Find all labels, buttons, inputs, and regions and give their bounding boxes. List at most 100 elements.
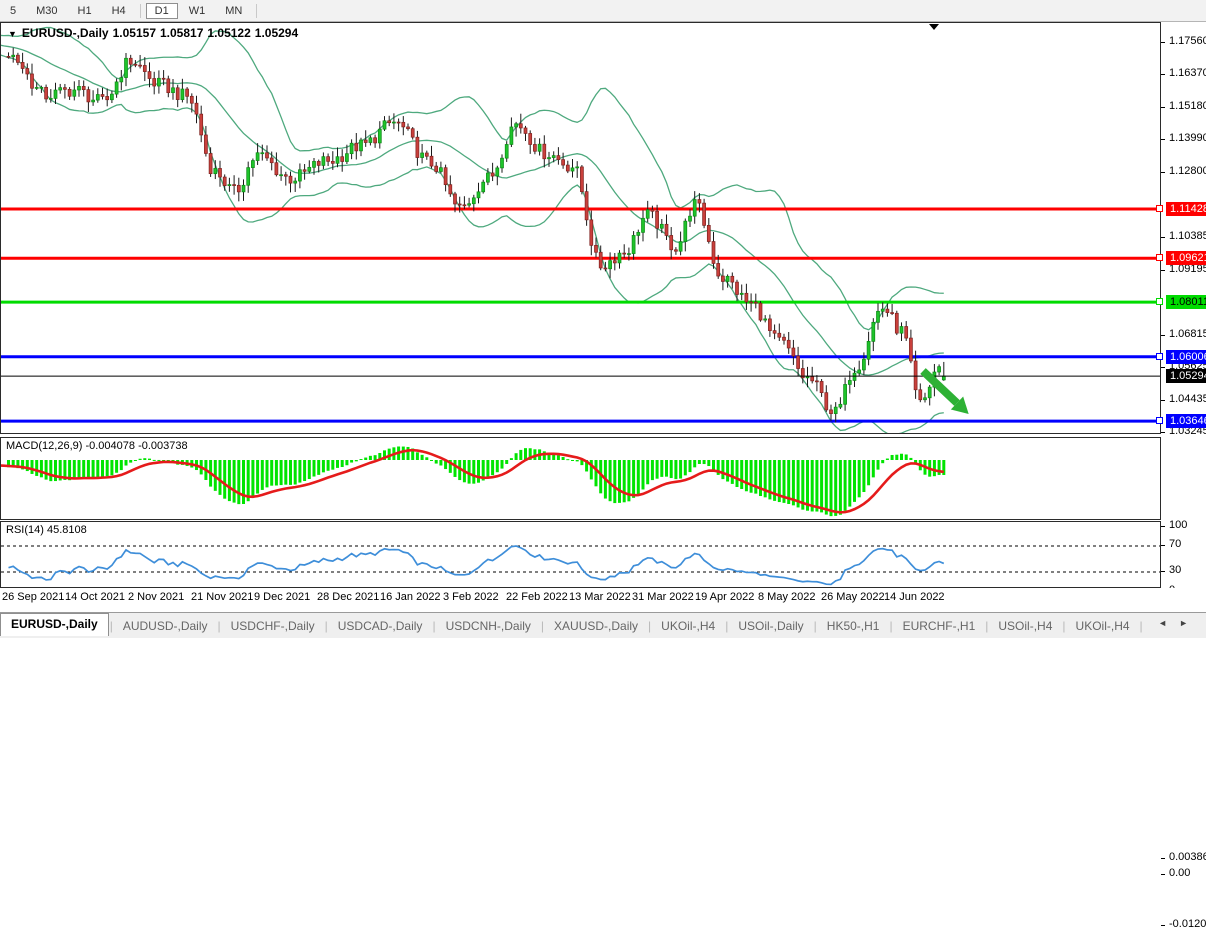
rsi-label: RSI(14) 45.8108 [6, 524, 87, 536]
price-tick-label: 1.16370 [1169, 67, 1206, 80]
macd-indicator-panel[interactable]: MACD(12,26,9) -0.004078 -0.003738 [0, 437, 1161, 520]
ohlc-low: 1.05122 [207, 26, 251, 40]
main-chart-panel[interactable]: ▼ EURUSD-,Daily 1.05157 1.05817 1.05122 1.052… [0, 22, 1161, 434]
rsi-indicator-panel[interactable]: RSI(14) 45.8108 [0, 521, 1161, 588]
axis-tick-mark [1161, 924, 1165, 926]
tab-separator: | [889, 618, 893, 633]
axis-tick-mark [1161, 431, 1165, 433]
rsi-tick-label: 100 [1169, 518, 1188, 531]
date-label: 3 Feb 2022 [443, 591, 499, 603]
ohlc-high: 1.05817 [160, 26, 204, 40]
axis-tick-mark [1161, 857, 1165, 859]
axis-tick-mark [1161, 367, 1165, 369]
price-line-label-1.11428: 1.11428 [1166, 202, 1206, 217]
price-tick-label: 1.17560 [1169, 35, 1206, 47]
date-label: 16 Jan 2022 [380, 591, 441, 603]
tab-scroll-right-icon[interactable]: ► [1179, 618, 1200, 628]
line-anchor-square[interactable] [1156, 417, 1163, 425]
candlestick-chart [1, 24, 1160, 433]
chart-symbol: EURUSD-,Daily [21, 26, 109, 40]
tab-separator: | [725, 618, 729, 633]
chart-tab-ukoil-h4[interactable]: UKOil-,H4 [661, 618, 716, 633]
timeframe-button-w1[interactable]: W1 [188, 4, 206, 17]
price-line-label-1.06006: 1.06006 [1166, 349, 1206, 364]
timeframe-button-mn[interactable]: MN [225, 4, 243, 17]
rsi-tick-label: 30 [1169, 564, 1182, 576]
chart-tab-usdchf-daily[interactable]: USDCHF-,Daily [230, 618, 315, 633]
tab-separator: | [540, 618, 545, 633]
tab-separator: | [1062, 618, 1066, 633]
date-label: 26 May 2022 [821, 591, 885, 603]
macd-signal-line [1, 448, 945, 514]
price-tick-label: 1.13990 [1169, 132, 1206, 145]
price-tick-label: 1.15180 [1169, 99, 1206, 112]
tab-separator: | [648, 618, 652, 633]
timeframe-button-h4[interactable]: H4 [111, 4, 126, 17]
price-tick-label: 1.10385 [1169, 230, 1206, 243]
price-tick-label: 1.04435 [1169, 392, 1206, 405]
axis-tick-mark [1161, 545, 1165, 546]
date-label: 14 Jun 2022 [884, 591, 945, 603]
chart-tab-usdcnh-daily[interactable]: USDCNH-,Daily [445, 618, 531, 633]
toolbar-separator [256, 3, 258, 18]
date-label: 14 Oct 2021 [65, 591, 125, 603]
chart-tab-hk50-h1[interactable]: HK50-,H1 [826, 618, 880, 633]
macd-tick-label: 0.003865 [1169, 850, 1206, 863]
ohlc-open: 1.05157 [112, 26, 156, 40]
tab-separator: | [109, 618, 113, 633]
chart-tab-usdcad-daily[interactable]: USDCAD-,Daily [337, 618, 423, 633]
collapse-triangle-icon[interactable]: ▼ [8, 29, 17, 39]
macd-tick-label: 0.00 [1169, 867, 1191, 879]
axis-tick-mark [1161, 571, 1165, 572]
macd-histogram [7, 446, 946, 517]
chart-tab-usoil-daily[interactable]: USOil-,Daily [738, 618, 804, 633]
axis-tick-mark [1161, 874, 1165, 875]
tab-separator: | [217, 618, 221, 633]
timeframe-button-5[interactable]: 5 [10, 4, 17, 17]
axis-tick-mark [1161, 42, 1165, 43]
chart-tab-usoil-h4[interactable]: USOil-,H4 [998, 618, 1053, 633]
chart-tab-bar: EURUSD-,Daily | AUDUSD-,Daily | USDCHF-,Dail… [0, 612, 1206, 638]
line-anchor-square[interactable] [1156, 352, 1163, 360]
price-line-label-1.08011: 1.08011 [1166, 295, 1206, 310]
tab-separator: | [985, 618, 989, 633]
axis-tick-mark [1161, 106, 1165, 108]
axis-tick-mark [1161, 237, 1165, 239]
line-anchor-square[interactable] [1156, 298, 1163, 306]
chart-tab-xauusd-daily[interactable]: XAUUSD-,Daily [554, 618, 639, 633]
axis-tick-mark [1161, 269, 1165, 271]
chart-tab-eurchf-h1[interactable]: EURCHF-,H1 [902, 618, 976, 633]
rsi-tick-label: 70 [1169, 538, 1182, 550]
trend-arrow-shaft[interactable] [920, 368, 960, 406]
date-label: 31 Mar 2022 [632, 591, 694, 603]
timeframe-button-h1[interactable]: H1 [77, 4, 92, 17]
chart-tab-ukoil-h4[interactable]: UKOil-,H4 [1075, 618, 1130, 633]
price-axis: 1.17560 1.16370 1.15180 1.13990 1.12800 1.103… [1156, 22, 1206, 930]
timeframe-button-m30[interactable]: M30 [36, 4, 58, 17]
line-anchor-square[interactable] [1156, 205, 1163, 213]
price-line-label-1.03646: 1.03646 [1166, 414, 1206, 429]
axis-tick-mark [1161, 74, 1165, 76]
date-label: 8 May 2022 [758, 591, 816, 603]
price-tick-label: 1.12800 [1169, 164, 1206, 177]
toolbar-separator [139, 3, 141, 18]
price-line-label-1.09621: 1.09621 [1166, 251, 1206, 266]
axis-tick-mark [1161, 399, 1165, 401]
date-label: 21 Nov 2021 [191, 591, 254, 603]
axis-tick-mark [1161, 139, 1165, 141]
bollinger-middle-line [1, 44, 944, 376]
tab-scroll-left-icon[interactable]: ◄ [1158, 618, 1180, 628]
macd-chart [1, 446, 946, 517]
date-label: 2 Nov 2021 [128, 591, 185, 603]
chart-tab-audusd-daily[interactable]: AUDUSD-,Daily [122, 618, 208, 633]
shift-marker-icon[interactable] [929, 24, 939, 30]
tab-separator: | [324, 618, 328, 633]
timeframe-button-d1[interactable]: D1 [145, 2, 178, 19]
tab-separator: | [1139, 618, 1143, 633]
axis-tick-mark [1161, 525, 1165, 527]
line-anchor-square[interactable] [1156, 254, 1163, 262]
bollinger-lower-line [1, 54, 944, 433]
date-label: 22 Feb 2022 [506, 591, 568, 603]
current-price-label: 1.05294 [1166, 369, 1206, 384]
chart-tab-eurusd-daily[interactable]: EURUSD-,Daily [0, 613, 109, 636]
